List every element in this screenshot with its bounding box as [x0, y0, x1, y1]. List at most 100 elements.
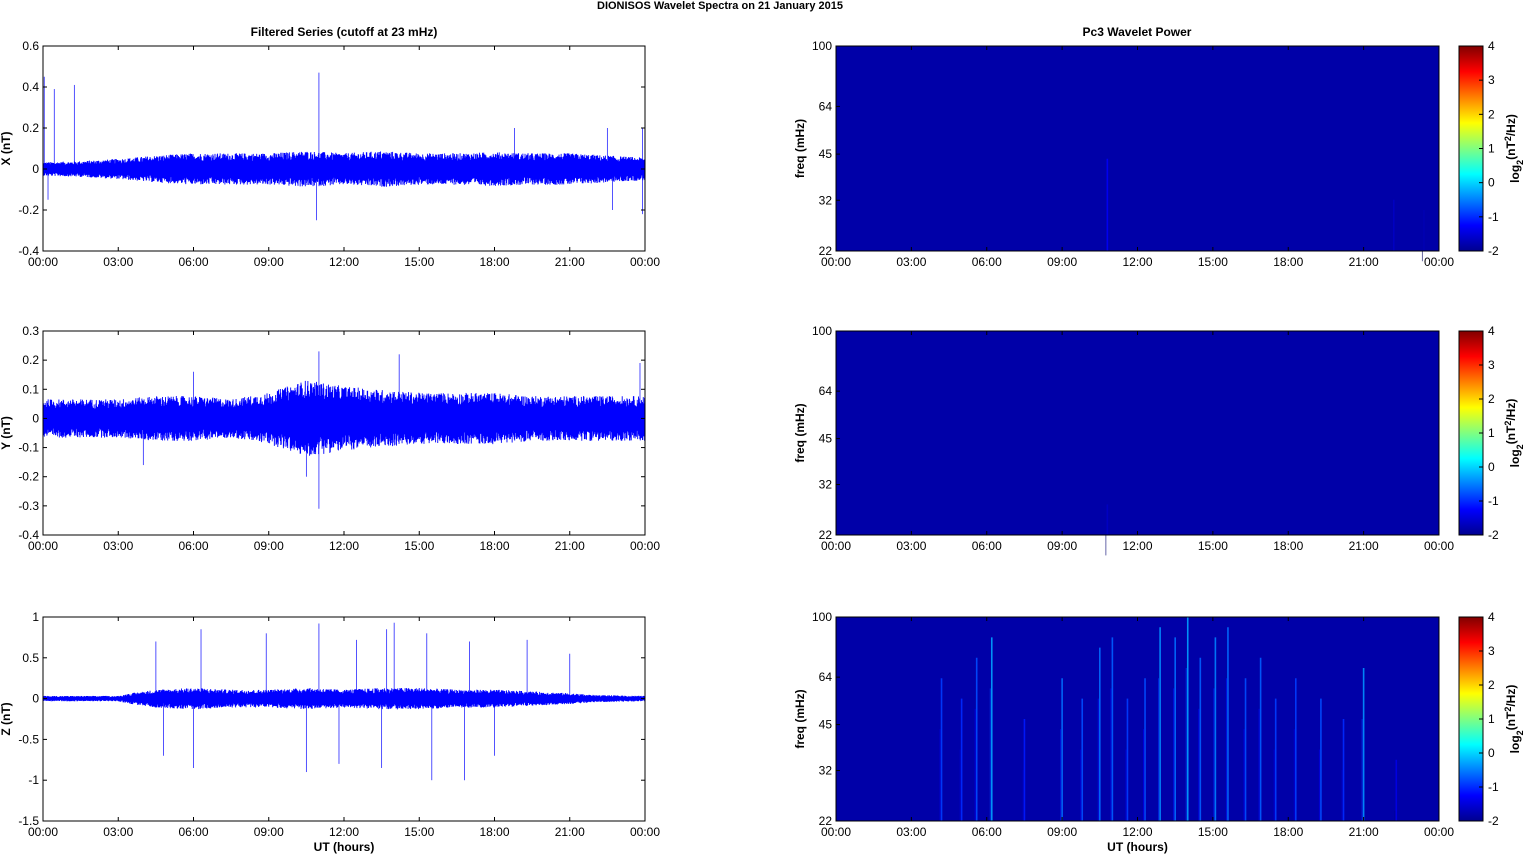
ytick-label: 64: [819, 99, 833, 113]
ytick-label: 0.2: [22, 353, 39, 367]
heatmap-background: [836, 617, 1439, 821]
ylabel: Y (nT): [0, 416, 13, 450]
colorbar-tick-label: 4: [1488, 610, 1495, 624]
ytick-label: 0.2: [22, 121, 39, 135]
colorbar-tick-label: 4: [1488, 39, 1495, 53]
ytick-label: 64: [819, 670, 833, 684]
ts-xtick-label: 00:00: [28, 825, 58, 839]
hm-xtick-label: 18:00: [1273, 539, 1303, 553]
ytick-label: 100: [812, 39, 832, 53]
ts-xtick-label: 00:00: [28, 539, 58, 553]
hm-xtick-label: 00:00: [1424, 825, 1454, 839]
ylabel: freq (mHz): [793, 689, 807, 748]
hm-xtick-label: 12:00: [1122, 255, 1152, 269]
colorbar-tick-label: 0: [1488, 746, 1495, 760]
ytick-label: -0.4: [18, 244, 39, 258]
ytick-label: 22: [819, 528, 833, 542]
hm-xtick-label: 00:00: [821, 255, 851, 269]
ts-xtick-label: 21:00: [555, 255, 585, 269]
colorbar-tick-label: 2: [1488, 107, 1495, 121]
ytick-label: 32: [819, 764, 833, 778]
hm-xtick-label: 15:00: [1198, 825, 1228, 839]
series-trace: [42, 687, 646, 710]
ytick-label: 64: [819, 384, 833, 398]
ytick-label: 32: [819, 193, 833, 207]
colorbar-tick-label: -2: [1488, 814, 1499, 828]
ts-xtick-label: 15:00: [404, 539, 434, 553]
hm-xtick-label: 21:00: [1349, 539, 1379, 553]
ts-xtick-label: 09:00: [254, 825, 284, 839]
hm-xtick-label: 21:00: [1349, 255, 1379, 269]
heatmap-background: [836, 331, 1439, 535]
hm-xtick-label: 09:00: [1047, 255, 1077, 269]
colorbar-tick-label: 1: [1488, 712, 1495, 726]
colorbar-tick-label: -2: [1488, 528, 1499, 542]
colorbar-tick-label: -1: [1488, 780, 1499, 794]
ts-xtick-label: 06:00: [178, 539, 208, 553]
ts-xtick-label: 00:00: [630, 539, 660, 553]
hm-xtick-label: 06:00: [972, 539, 1002, 553]
ts-xtick-label: 09:00: [254, 539, 284, 553]
colorbar-tick-label: 3: [1488, 644, 1495, 658]
ytick-label: -0.1: [18, 441, 39, 455]
axes-background: [43, 617, 645, 821]
hm-xtick-label: 00:00: [821, 539, 851, 553]
heatmap-background: [836, 46, 1439, 251]
colorbar-tick-label: 4: [1488, 324, 1495, 338]
ytick-label: -0.5: [18, 732, 39, 746]
colorbar-tick-label: 0: [1488, 176, 1495, 190]
ytick-label: 100: [812, 610, 832, 624]
hm-xtick-label: 06:00: [972, 825, 1002, 839]
hm-xtick-label: 15:00: [1198, 539, 1228, 553]
ts-xtick-label: 00:00: [28, 255, 58, 269]
timeseries-panel-1: -0.4 -0.2 0 0.2 0.4 0.6 X (nT) 00:00 03:00 06:00 0…: [0, 39, 660, 269]
ytick-label: 45: [819, 432, 833, 446]
ts-xtick-label: 00:00: [630, 255, 660, 269]
ts-xtick-label: 12:00: [329, 255, 359, 269]
wavelet-power-title: Pc3 Wavelet Power: [1083, 25, 1192, 39]
hm-xtick-label: 03:00: [896, 255, 926, 269]
colorbar-tick-label: 1: [1488, 426, 1495, 440]
hm-xtick-label: 06:00: [972, 255, 1002, 269]
ytick-label: 45: [819, 718, 833, 732]
colorbar-tick-label: -1: [1488, 210, 1499, 224]
colorbar-tick-label: -1: [1488, 494, 1499, 508]
hm-xtick-label: 12:00: [1122, 825, 1152, 839]
ylabel: X (nT): [0, 132, 13, 166]
colorbar-label: log2(nT2/Hz): [1503, 685, 1525, 754]
ts-xtick-label: 18:00: [479, 825, 509, 839]
timeseries-panel-2: -0.4 -0.3 -0.2 -0.1 0 0.1 0.2 0.3 Y (nT) 00:00 03:…: [0, 324, 660, 553]
timeseries-panel-3: -1.5 -1 -0.5 0 0.5 1 Z (nT) 00:00 03:00 06:00 09:0…: [0, 610, 660, 854]
ytick-label: 0.6: [22, 39, 39, 53]
hm-xtick-label: 03:00: [896, 825, 926, 839]
hm-xtick-label: 15:00: [1198, 255, 1228, 269]
hm-xtick-label: 18:00: [1273, 825, 1303, 839]
ytick-label: 100: [812, 324, 832, 338]
ts-xtick-label: 03:00: [103, 539, 133, 553]
axes-background: [43, 46, 645, 251]
hm-xtick-label: 09:00: [1047, 825, 1077, 839]
ylabel: Z (nT): [0, 702, 13, 735]
ts-xtick-label: 21:00: [555, 539, 585, 553]
ytick-label: 0: [32, 162, 39, 176]
ytick-label: 22: [819, 244, 833, 258]
ts-xtick-label: 18:00: [479, 539, 509, 553]
hm-xtick-label: 09:00: [1047, 539, 1077, 553]
ts-xtick-label: 21:00: [555, 825, 585, 839]
ts-xtick-label: 06:00: [178, 825, 208, 839]
ts-xtick-label: 12:00: [329, 825, 359, 839]
hm-xtick-label: 03:00: [896, 539, 926, 553]
colorbar-tick-label: 0: [1488, 460, 1495, 474]
time-series-title: Filtered Series (cutoff at 23 mHz): [251, 25, 438, 39]
ylabel: freq (mHz): [793, 403, 807, 462]
ts-xtick-label: 03:00: [103, 255, 133, 269]
hm-xtick-label: 18:00: [1273, 255, 1303, 269]
ylabel: freq (mHz): [793, 119, 807, 178]
ts-xtick-label: 12:00: [329, 539, 359, 553]
colorbar-tick-label: 1: [1488, 142, 1495, 156]
ts-xtick-label: 09:00: [254, 255, 284, 269]
